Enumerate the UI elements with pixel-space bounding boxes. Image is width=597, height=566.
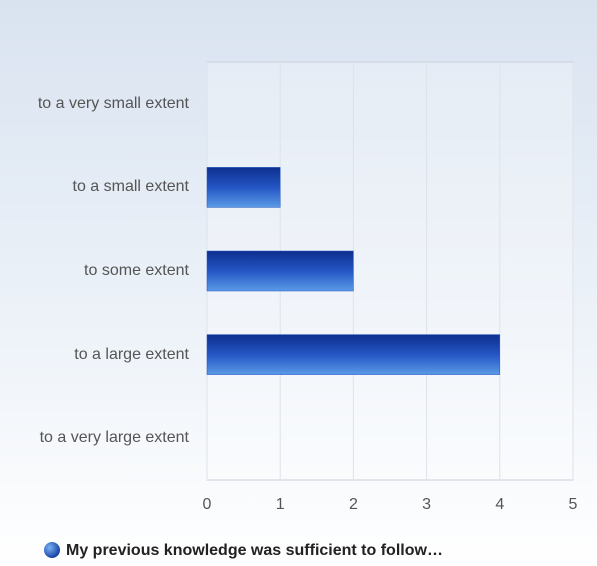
y-tick-label: to a small extent bbox=[72, 178, 190, 196]
x-tick-label: 5 bbox=[569, 496, 578, 513]
bar bbox=[206, 250, 354, 292]
legend-label: My previous knowledge was sufficient to … bbox=[66, 542, 443, 559]
x-tick-label: 3 bbox=[422, 496, 431, 513]
y-tick-label: to a very small extent bbox=[37, 94, 189, 112]
x-tick-label: 1 bbox=[276, 496, 285, 513]
bar bbox=[206, 167, 281, 208]
y-tick-label: to a large extent bbox=[74, 345, 189, 363]
x-tick-label: 0 bbox=[203, 496, 212, 513]
x-tick-label: 4 bbox=[495, 496, 504, 513]
x-tick-label: 2 bbox=[349, 496, 358, 513]
y-tick-label: to some extent bbox=[84, 262, 189, 279]
legend-icon bbox=[44, 542, 60, 558]
bar bbox=[206, 334, 501, 375]
y-tick-label: to a very large extent bbox=[39, 429, 189, 447]
